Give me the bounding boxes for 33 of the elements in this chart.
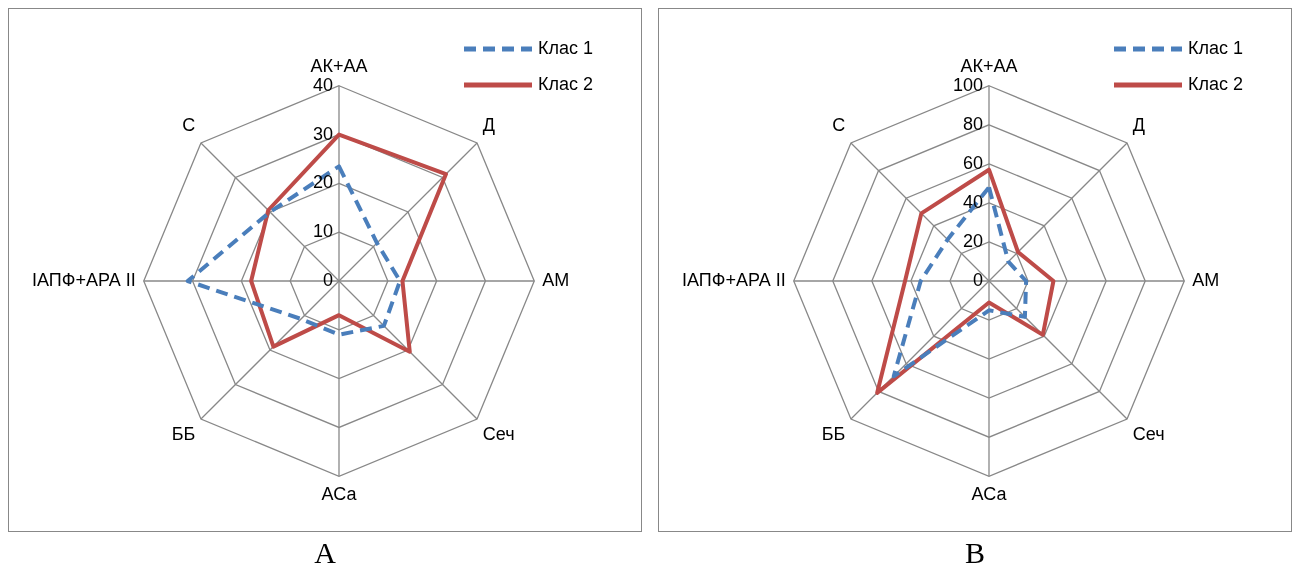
spoke-label: С bbox=[832, 115, 846, 136]
spoke-label: ІАПФ+АРА II bbox=[681, 269, 786, 290]
spoke-label: Д bbox=[482, 115, 495, 136]
spoke-label: АК+АА bbox=[960, 55, 1018, 76]
y-tick-label: 20 bbox=[962, 230, 983, 251]
legend-label: Клас 1 bbox=[1188, 37, 1244, 58]
legend-label: Клас 2 bbox=[1188, 73, 1244, 94]
legend-label: Клас 1 bbox=[538, 37, 594, 58]
y-tick-label: 0 bbox=[972, 269, 983, 290]
y-tick-label: 0 bbox=[322, 269, 333, 290]
spoke-label: Сеч bbox=[482, 424, 515, 445]
text: А bbox=[313, 536, 337, 570]
spoke-label: ББ bbox=[821, 424, 846, 445]
y-tick-label: 80 bbox=[962, 113, 983, 134]
y-tick-label: 40 bbox=[312, 74, 333, 95]
spoke-label: АСа bbox=[321, 484, 358, 505]
y-tick-label: 30 bbox=[312, 123, 333, 144]
spoke-label: АМ bbox=[1192, 269, 1220, 290]
text: В bbox=[964, 536, 986, 570]
y-tick-label: 10 bbox=[312, 221, 333, 242]
spoke-label: ІАПФ+АРА II bbox=[31, 269, 136, 290]
y-tick-label: 60 bbox=[962, 152, 983, 173]
spoke-label: АМ bbox=[542, 269, 570, 290]
spoke-label: С bbox=[182, 115, 196, 136]
spoke-label: Д bbox=[1132, 115, 1145, 136]
legend-label: Клас 2 bbox=[538, 73, 594, 94]
spoke-label: ББ bbox=[171, 424, 196, 445]
y-tick-label: 20 bbox=[312, 172, 333, 193]
y-tick-label: 100 bbox=[952, 74, 983, 95]
spoke-label: АК+АА bbox=[310, 55, 368, 76]
spoke-label: АСа bbox=[971, 484, 1008, 505]
y-tick-label: 40 bbox=[962, 191, 983, 212]
spoke-label: Сеч bbox=[1132, 424, 1165, 445]
